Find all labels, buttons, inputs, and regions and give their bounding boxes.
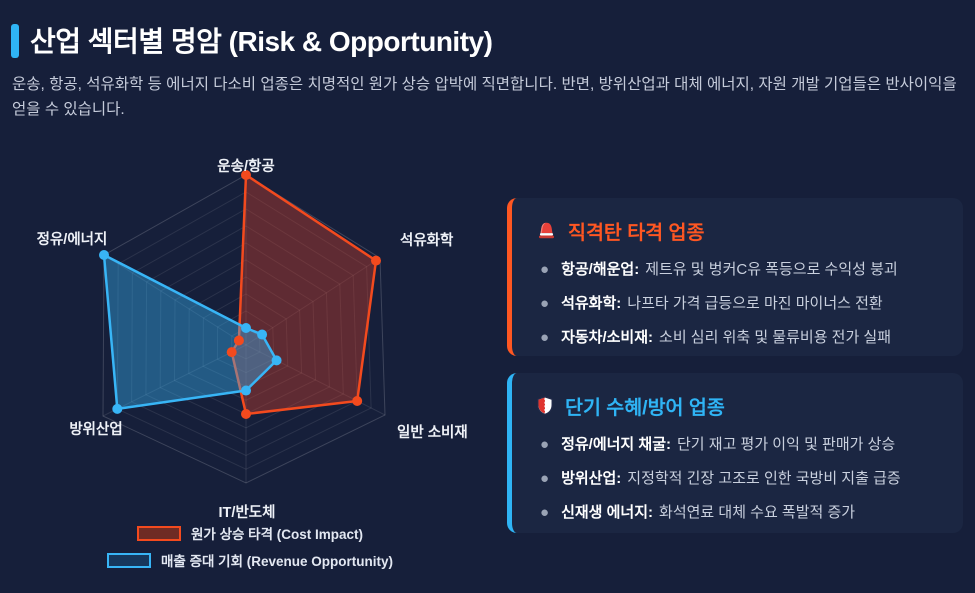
- bullet-lead: 자동차/소비재:: [561, 329, 654, 346]
- bullet-icon: ●: [540, 504, 550, 521]
- legend-label: 매출 증대 기회 (Revenue Opportunity): [160, 554, 394, 569]
- card-header: 단기 수혜/방어 업종: [536, 391, 945, 420]
- bullet-text: 화석연료 대체 수요 폭발적 증가: [659, 504, 856, 521]
- bullet-icon: ●: [540, 295, 550, 312]
- alarm-light-icon: [536, 220, 557, 241]
- legend-swatch-blue: [106, 552, 151, 568]
- bullet-text: 나프타 가격 급등으로 마진 마이너스 전환: [627, 295, 883, 312]
- title-accent-bar: [11, 24, 19, 58]
- radar-axis-label: 방위산업: [69, 420, 122, 438]
- bullet-icon: ●: [540, 470, 550, 487]
- legend-swatch-red: [136, 525, 181, 541]
- radar-axis-label: 일반 소비재: [397, 424, 468, 441]
- page-title: 산업 섹터별 명암 (Risk & Opportunity): [30, 26, 493, 57]
- legend-item-cost-impact: 원가 상승 타격 (Cost Impact): [136, 523, 364, 543]
- list-item: ● 정유/에너지 채굴: 단기 재고 평가 이익 및 판매가 상승: [540, 434, 945, 455]
- radar-axis-label: 정유/에너지: [37, 230, 108, 248]
- beneficiary-sectors-card: 단기 수혜/방어 업종 ● 정유/에너지 채굴: 단기 재고 평가 이익 및 판매…: [507, 373, 963, 533]
- bullet-lead: 석유화학:: [561, 295, 622, 312]
- bullet-icon: ●: [540, 261, 550, 278]
- bullet-text: 지정학적 긴장 고조로 인한 국방비 지출 급증: [627, 470, 901, 487]
- bullet-icon: ●: [540, 329, 550, 346]
- radar-axis-label: 운송/항공: [217, 158, 274, 175]
- card-title: 직격탄 타격 업종: [568, 222, 705, 244]
- list-item: ● 항공/해운업: 제트유 및 벙커C유 폭등으로 수익성 붕괴: [540, 259, 945, 280]
- bullet-text: 제트유 및 벙커C유 폭등으로 수익성 붕괴: [645, 261, 898, 278]
- bullet-lead: 신재생 에너지:: [561, 504, 654, 521]
- card-title: 단기 수혜/방어 업종: [565, 397, 725, 419]
- risk-sectors-card: 직격탄 타격 업종 ● 항공/해운업: 제트유 및 벙커C유 폭등으로 수익성 붕…: [507, 198, 963, 356]
- shield-icon: [536, 395, 554, 416]
- bullet-lead: 항공/해운업:: [561, 261, 640, 278]
- page-subtitle: 운송, 항공, 석유화학 등 에너지 다소비 업종은 치명적인 원가 상승 압박…: [12, 76, 957, 118]
- legend-label: 원가 상승 타격 (Cost Impact): [190, 527, 364, 542]
- chart-legend: 원가 상승 타격 (Cost Impact) 매출 증대 기회 (Revenue…: [0, 523, 500, 570]
- list-item: ● 자동차/소비재: 소비 심리 위축 및 물류비용 전가 실패: [540, 327, 945, 348]
- bullet-text: 단기 재고 평가 이익 및 판매가 상승: [677, 436, 896, 453]
- list-item: ● 신재생 에너지: 화석연료 대체 수요 폭발적 증가: [540, 502, 945, 523]
- list-item: ● 석유화학: 나프타 가격 급등으로 마진 마이너스 전환: [540, 293, 945, 314]
- list-item: ● 방위산업: 지정학적 긴장 고조로 인한 국방비 지출 급증: [540, 468, 945, 489]
- card-header: 직격탄 타격 업종: [536, 216, 945, 245]
- bullet-text: 소비 심리 위축 및 물류비용 전가 실패: [659, 329, 892, 346]
- bullet-lead: 방위산업:: [561, 470, 622, 487]
- legend-item-revenue-opportunity: 매출 증대 기회 (Revenue Opportunity): [106, 550, 394, 570]
- bullet-icon: ●: [540, 436, 550, 453]
- bullet-lead: 정유/에너지 채굴:: [561, 436, 671, 453]
- radar-axis-label: 석유화학: [400, 231, 454, 249]
- radar-axis-label: IT/반도체: [219, 504, 276, 521]
